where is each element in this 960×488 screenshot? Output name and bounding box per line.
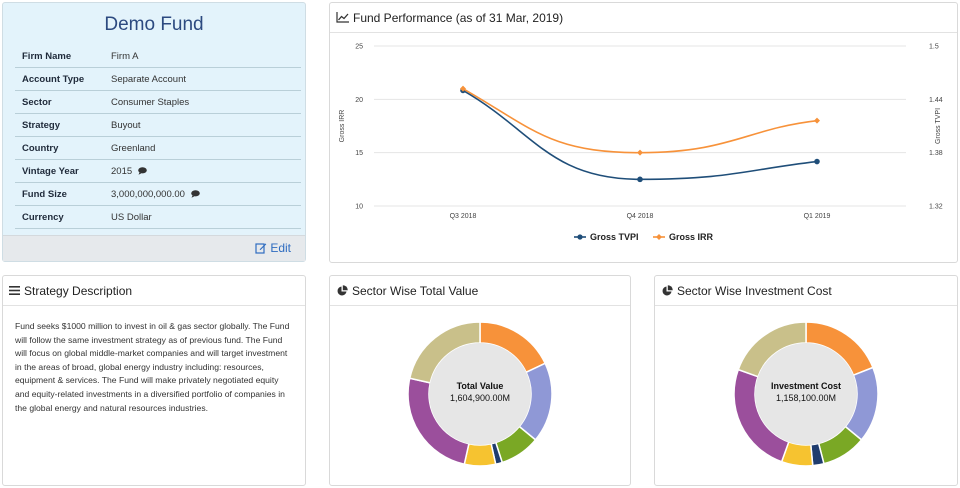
fund-info-value: 2015 [111,166,147,177]
fund-info-value-text: 3,000,000,000.00 [111,188,185,200]
edit-icon [255,243,267,254]
y-right-tick-label: 1.38 [929,150,943,157]
sector-total-value-header: Sector Wise Total Value [330,276,630,306]
data-point [460,85,466,92]
pie-chart-icon [662,284,673,295]
y-right-tick-label: 1.44 [929,97,943,104]
sector-investment-cost-donut: Investment Cost 1,158,100.00M [733,321,879,467]
fund-info-value-text: 2015 [111,165,133,177]
fund-info-row: Currency US Dollar [15,206,301,229]
strategy-description-header: Strategy Description [3,276,305,306]
fund-info-row: Strategy Buyout [15,114,301,137]
fund-info-row: Fund Size 3,000,000,000.00 [15,183,301,206]
data-point [814,117,820,124]
fund-info-label: Vintage Year [22,165,79,177]
sector-investment-cost-header: Sector Wise Investment Cost [655,276,957,306]
y-tick-label: 10 [355,204,363,211]
edit-button[interactable]: Edit [255,241,291,255]
donut-center [755,343,857,445]
fund-info-label: Firm Name [22,50,72,62]
fund-info-row: Country Greenland [15,137,301,160]
fund-info-value: Separate Account [111,74,186,85]
donut-center-value: 1,604,900.00M [450,393,510,403]
legend-marker [577,234,583,240]
strategy-description-panel: Strategy Description Fund seeks $1000 mi… [2,275,306,486]
fund-card-footer: Edit [3,235,305,261]
y-tick-label: 20 [355,97,363,104]
y-tick-label: 15 [355,150,363,157]
fund-info-label: Fund Size [22,188,67,200]
donut-center [429,343,531,445]
donut-center-label: Total Value [457,381,504,391]
fund-performance-title: Fund Performance (as of 31 Mar, 2019) [353,10,564,25]
x-tick-label: Q4 2018 [627,213,654,220]
data-point [637,149,643,156]
strategy-description-title: Strategy Description [24,283,133,298]
sector-investment-cost-panel: Sector Wise Investment Cost Investment C… [654,275,958,486]
edit-label: Edit [270,241,291,255]
data-point [814,158,820,165]
fund-performance-panel: Fund Performance (as of 31 Mar, 2019) 25… [329,2,958,263]
fund-info-value: US Dollar [111,212,152,223]
fund-info-card: Demo Fund Firm Name Firm A Account Type Sep… [2,2,306,262]
comment-icon[interactable] [191,190,200,198]
x-tick-label: Q1 2019 [804,213,831,220]
legend-marker [656,234,662,240]
fund-info-value: Buyout [111,120,141,131]
fund-info-label: Currency [22,211,64,223]
fund-info-row: Vintage Year 2015 [15,160,301,183]
fund-info-label: Strategy [22,119,61,131]
fund-performance-header: Fund Performance (as of 31 Mar, 2019) [330,3,957,33]
fund-title: Demo Fund [104,14,204,35]
fund-info-label: Country [22,142,59,154]
donut-slice[interactable] [463,442,497,467]
y-right-axis-label: Gross TVPI [935,108,942,144]
sector-total-value-title: Sector Wise Total Value [352,283,479,298]
fund-info-label: Account Type [22,73,85,85]
y-axis-label: Gross IRR [339,110,346,143]
fund-info-value-text: Greenland [111,142,156,154]
fund-info-label: Sector [22,96,52,108]
list-icon [9,286,20,295]
strategy-description-text: Fund seeks $1000 million to invest in oi… [15,321,290,413]
sector-investment-cost-title: Sector Wise Investment Cost [677,283,832,298]
y-tick-label: 25 [355,44,363,51]
y-right-tick-label: 1.5 [929,44,939,51]
fund-info-value: Consumer Staples [111,97,189,108]
fund-info-value: Firm A [111,51,138,62]
sector-total-value-donut: Total Value 1,604,900.00M [407,321,553,467]
legend-label: Gross TVPI [590,232,639,242]
donut-center-value: 1,158,100.00M [776,393,836,403]
comment-icon[interactable] [138,167,147,175]
fund-info-value-text: US Dollar [111,211,152,223]
fund-info-value: Greenland [111,143,155,154]
fund-info-row: Account Type Separate Account [15,68,301,91]
line-chart-icon [336,12,349,23]
fund-info-value-text: Firm A [111,50,139,62]
x-tick-label: Q3 2018 [450,213,477,220]
pie-chart-icon [337,284,348,295]
legend-label: Gross IRR [669,232,714,242]
sector-total-value-panel: Sector Wise Total Value Total Value 1,60… [329,275,631,486]
fund-performance-chart: 25 1.5 20 1.44 15 1.38 10 1.32 Q3 2018 Q4 2018 Q1 … [339,44,943,243]
fund-info-value-text: Separate Account [111,73,186,85]
donut-center-label: Investment Cost [771,381,841,391]
fund-info-value-text: Buyout [111,119,141,131]
fund-info-value-text: Consumer Staples [111,96,190,108]
y-right-tick-label: 1.32 [929,204,943,211]
data-point [637,176,643,183]
series-line [462,87,818,154]
fund-info-row: Firm Name Firm A [15,45,301,68]
series-line [462,89,818,181]
fund-info-row: Sector Consumer Staples [15,91,301,114]
fund-info-value: 3,000,000,000.00 [111,189,200,200]
